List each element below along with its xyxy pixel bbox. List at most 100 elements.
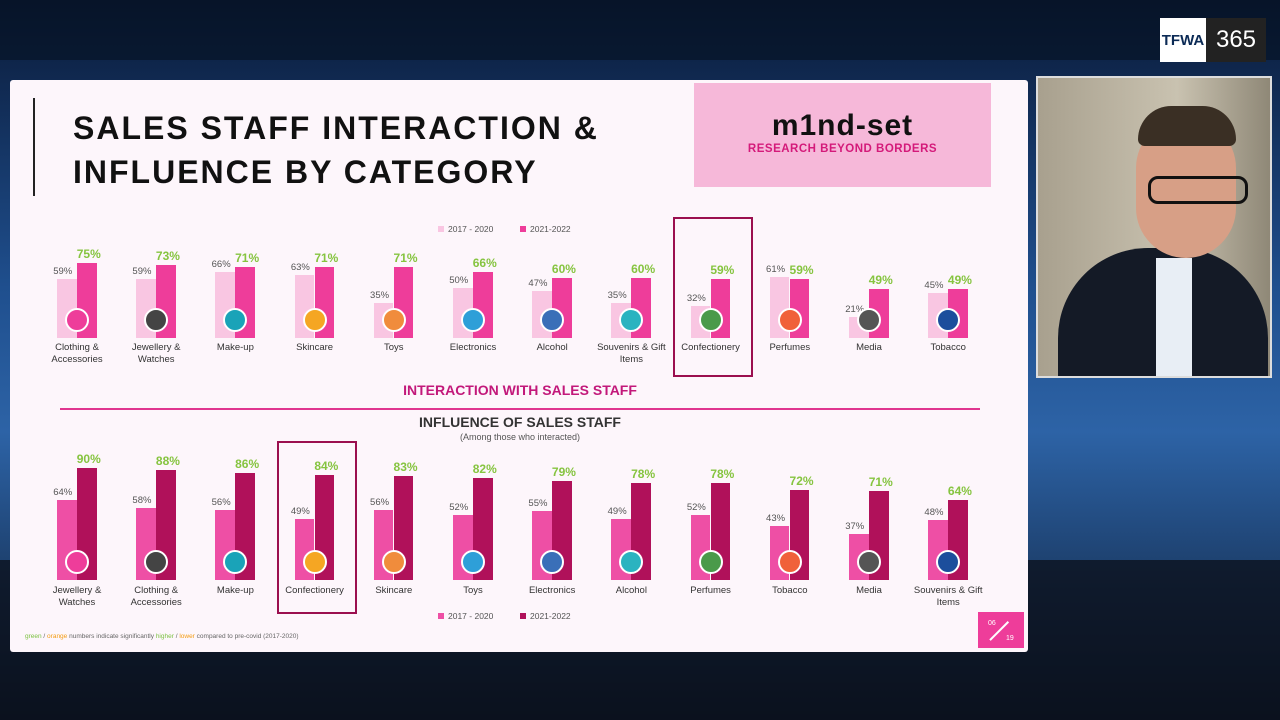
category-label: Jewellery & Watches [131,342,181,365]
logo-tagline: RESEARCH BEYOND BORDERS [747,143,938,155]
category-label: Alcohol [536,342,568,353]
category-icon [144,308,169,332]
footnote-part: compared to pre-covid (2017-2020) [194,633,299,640]
category-icon [223,550,248,574]
title-line: INFLUENCE BY CATEGORY [73,154,538,190]
category-label: Electronics [449,342,497,353]
value-label: 50% [449,275,469,286]
chart-subtitle: (Among those who interacted) [459,432,581,442]
company-logo: m1nd-set RESEARCH BEYOND BORDERS [694,83,991,187]
chart-title: INTERACTION WITH SALES STAFF [403,382,637,398]
footnote-part: orange [47,633,68,640]
webcam-feed [1036,76,1272,378]
value-label: 59% [132,266,152,277]
title-line: SALES STAFF INTERACTION & [73,110,599,146]
background-ceiling [0,0,1280,60]
value-label: 66% [211,259,231,270]
value-label: 64% [947,484,972,498]
footnote-part: numbers indicate significantly [67,633,156,640]
category-icon [144,550,169,574]
brand-number: 365 [1206,18,1266,62]
category-label: Make-up [216,585,254,596]
value-label: 82% [472,461,497,476]
category-icon [698,550,723,574]
value-label: 49% [607,505,627,517]
legend-swatch [520,613,526,619]
value-label: 59% [789,263,814,277]
value-label: 35% [370,290,390,301]
value-label: 60% [631,262,656,276]
presenter-hair [1138,106,1236,146]
value-label: 83% [393,460,418,475]
category-label: Perfumes [769,342,811,353]
highlight-box [276,441,357,614]
page-number: 06 19 [978,612,1024,648]
value-label: 49% [947,273,972,287]
footnote-part: / [173,633,180,640]
category-label: Skincare [296,342,334,353]
legend-swatch [520,226,526,232]
value-label: 55% [528,498,548,510]
category-icon [381,308,406,332]
legend-label: 2021-2022 [530,611,571,621]
category-icon [698,308,723,332]
value-label: 58% [132,494,152,506]
value-label: 52% [449,502,469,513]
value-label: 84% [314,459,339,473]
category-label: Souvenirs & Gift Items [913,585,983,608]
category-icon [302,308,327,332]
legend-label: 2017 - 2020 [448,224,494,234]
category-icon [619,550,644,574]
category-label: Clothing & Accessories [130,585,182,608]
value-label: 59% [53,266,73,277]
category-icon [302,550,327,574]
category-icon [619,308,644,332]
category-icon [381,550,406,574]
category-icon [777,550,802,574]
page-current: 06 [988,620,996,627]
value-label: 56% [211,497,231,508]
category-icon [540,550,565,574]
value-label: 35% [607,290,627,301]
category-label: Perfumes [690,585,731,596]
category-label: Toys [384,342,404,353]
value-label: 48% [924,507,944,518]
category-label: Make-up [216,342,254,353]
category-icon [65,308,89,332]
title-rule [33,98,35,196]
value-label: 71% [868,475,893,490]
value-label: 61% [766,264,786,275]
presenter-shirt [1156,258,1192,376]
footnote-part: green [25,633,42,640]
value-label: 73% [155,249,180,263]
category-label: Skincare [375,585,413,596]
slide-title: SALES STAFF INTERACTION & INFLUENCE BY C… [73,106,599,194]
brand-text: TFWA [1160,18,1206,62]
value-label: 52% [686,502,706,513]
category-icon [857,308,881,332]
category-label: Souvenirs & Gift Items [597,342,666,365]
category-icon [936,308,961,332]
category-label: Toys [463,585,483,596]
value-label: 45% [924,280,944,291]
value-label: 78% [710,466,735,481]
category-label: Confectionery [681,342,740,353]
category-label: Electronics [528,585,576,596]
slide: SALES STAFF INTERACTION & INFLUENCE BY C… [10,80,1028,652]
category-icon [461,308,485,332]
value-label: 49% [868,273,893,287]
legend-label: 2017 - 2020 [448,611,494,621]
category-label: Clothing & Accessories [51,342,103,365]
category-label: Tobacco [772,585,808,596]
value-label: 71% [235,251,260,265]
value-label: 86% [235,456,260,471]
value-label: 90% [76,451,101,466]
category-icon [461,550,485,574]
value-label: 32% [686,293,706,304]
footnote: green / orange numbers indicate signific… [25,633,299,640]
value-label: 63% [290,262,310,273]
legend-swatch [438,226,444,232]
highlight-box [672,217,753,377]
value-label: 66% [472,256,497,270]
